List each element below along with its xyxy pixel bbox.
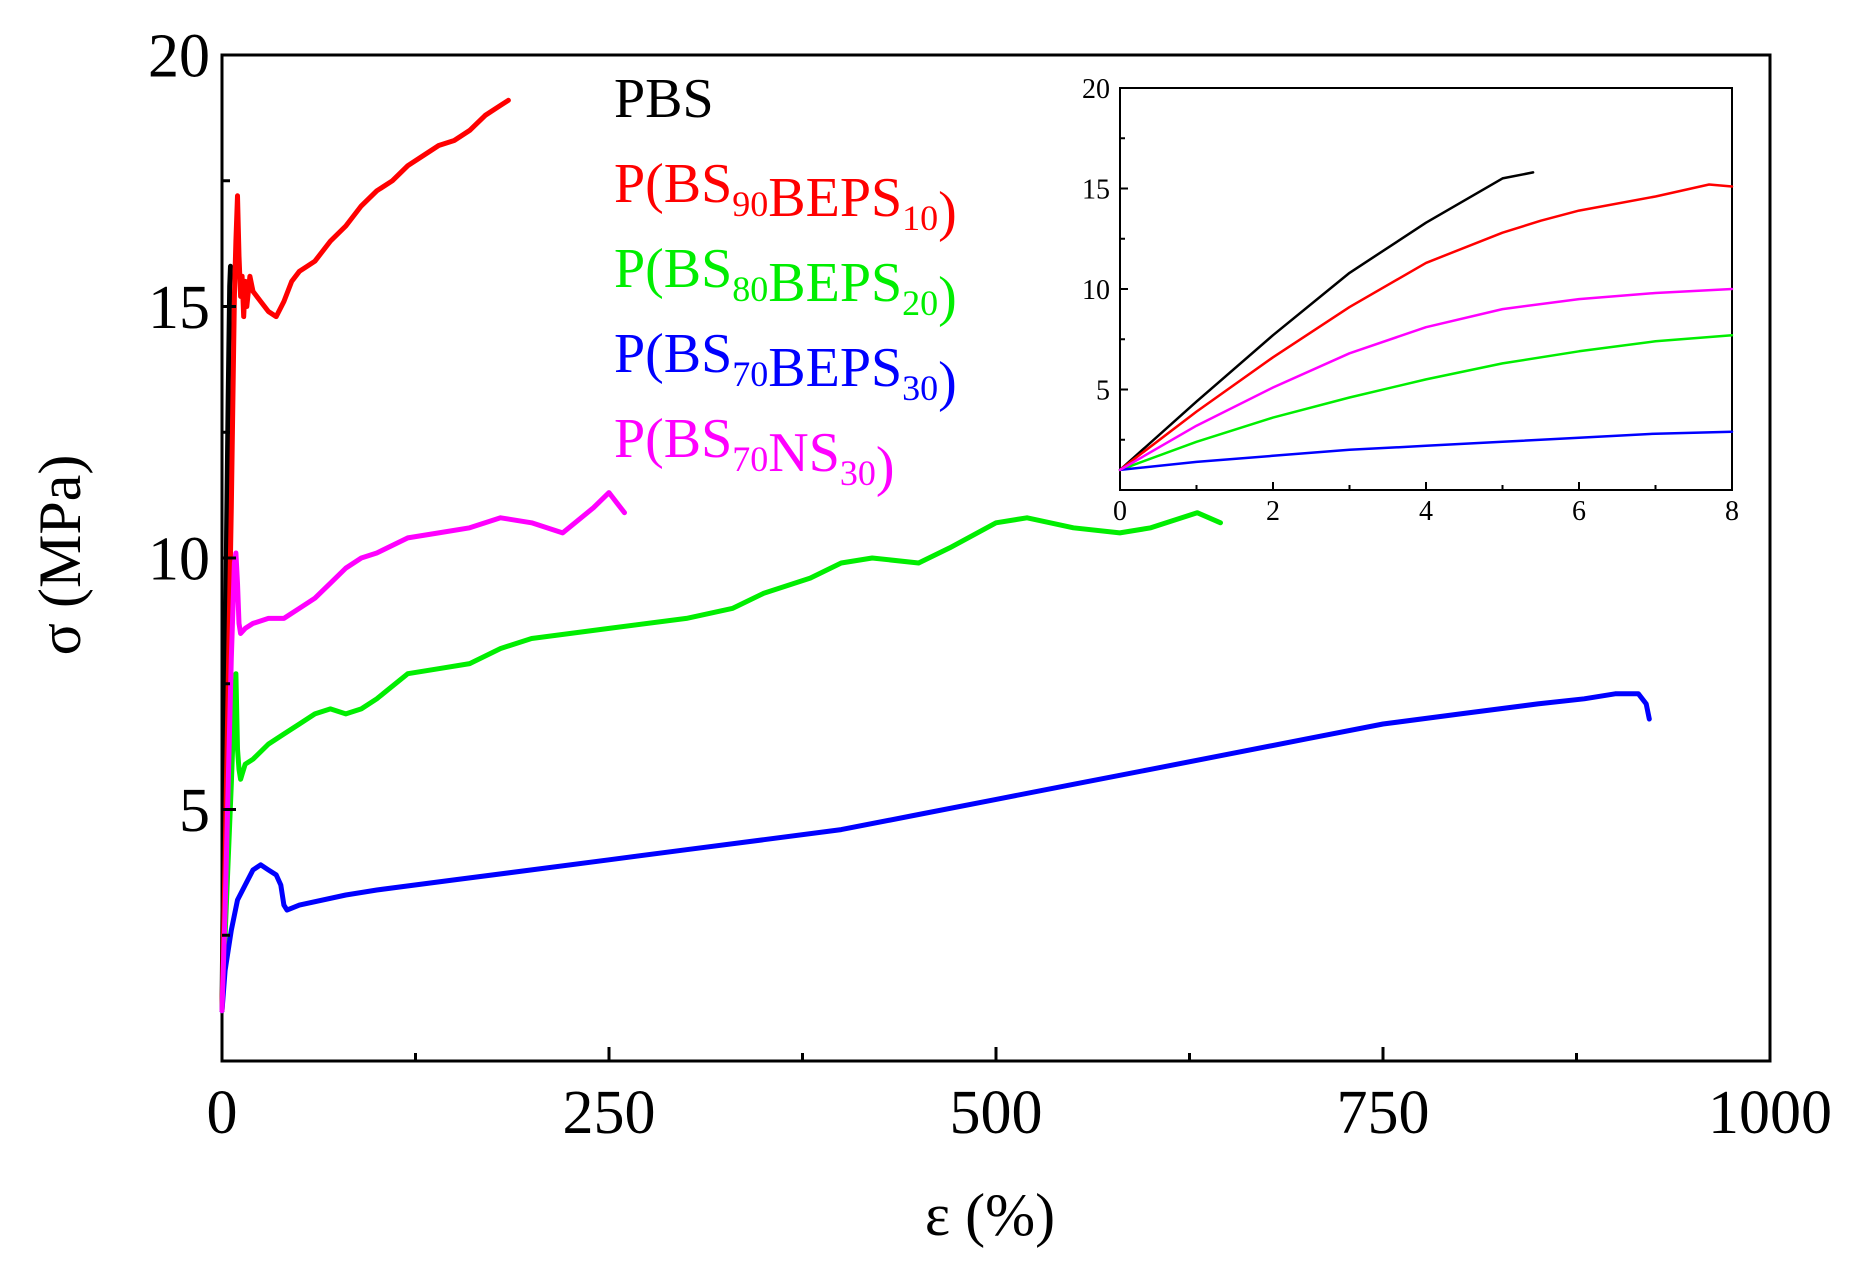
- legend-entry-1: P(BS90BEPS10): [614, 153, 957, 243]
- main-x-tick-label: 1000: [1708, 1079, 1832, 1147]
- inset-axes-group: 0 2 4 6 8 5 10 15 20: [1082, 74, 1739, 527]
- legend-subscript: 30: [840, 453, 876, 493]
- inset-x-tick-label: 0: [1113, 496, 1127, 527]
- main-x-tick-label: 250: [563, 1079, 656, 1147]
- main-series-line-4: [219, 490, 627, 1014]
- main-y-tick-label: 20: [148, 23, 210, 91]
- x-axis-label: ε (%): [925, 1182, 1055, 1248]
- main-x-tick-label: 750: [1337, 1079, 1430, 1147]
- inset-series-line-0: [1118, 171, 1535, 472]
- inset-series-line-3: [1118, 430, 1734, 472]
- inset-y-tick-label: 15: [1082, 174, 1110, 205]
- main-x-tick-label: 0: [207, 1079, 238, 1147]
- legend-text: BEPS: [768, 252, 902, 314]
- legend-text: PBS: [614, 68, 714, 130]
- legend-text: ): [938, 351, 957, 413]
- inset-x-tick-label: 8: [1725, 496, 1739, 527]
- legend-subscript: 30: [902, 368, 938, 408]
- main-x-tick-label: 500: [950, 1079, 1043, 1147]
- legend-entry-0: PBS: [614, 68, 714, 130]
- inset-y-tick-label: 20: [1082, 74, 1110, 105]
- inset-y-tick-label: 5: [1096, 375, 1110, 406]
- legend-entry-3: P(BS70BEPS30): [614, 323, 957, 413]
- inset-frame: [1119, 87, 1733, 491]
- legend-text: P(BS: [614, 323, 732, 385]
- main-series-line-3: [219, 691, 1652, 1014]
- inset-x-tick-label: 2: [1266, 496, 1280, 527]
- legend: PBSP(BS90BEPS10)P(BS80BEPS20)P(BS70BEPS3…: [614, 68, 957, 498]
- main-series-line-2: [219, 510, 1223, 1014]
- main-series-line-1: [219, 97, 511, 1014]
- inset-series-line-2: [1118, 333, 1734, 472]
- legend-text: NS: [768, 422, 840, 484]
- legend-subscript: 80: [732, 269, 768, 309]
- inset-plot-frame: [1119, 87, 1733, 491]
- legend-text: P(BS: [614, 238, 732, 300]
- main-y-tick-label: 5: [179, 777, 210, 845]
- legend-text: ): [876, 436, 895, 498]
- legend-text: P(BS: [614, 408, 732, 470]
- main-plot-frame: [220, 53, 1772, 1063]
- inset-y-tick-label: 10: [1082, 275, 1110, 306]
- main-y-tick-label: 10: [148, 526, 210, 594]
- inset-series-line-1: [1118, 183, 1734, 472]
- legend-text: BEPS: [768, 337, 902, 399]
- legend-subscript: 20: [902, 283, 938, 323]
- inset-series-line-4: [1118, 287, 1734, 472]
- inset-x-tick-label: 6: [1572, 496, 1586, 527]
- legend-subscript: 70: [732, 354, 768, 394]
- inset-plot: 0 2 4 6 8 5 10 15 20: [1082, 74, 1739, 527]
- inset-x-tick-label: 4: [1419, 496, 1433, 527]
- main-y-tick-label: 15: [148, 274, 210, 342]
- legend-text: ): [938, 266, 957, 328]
- legend-subscript: 70: [732, 439, 768, 479]
- inset-series-group: [1118, 171, 1734, 472]
- y-axis-label: σ (MPa): [27, 455, 93, 656]
- legend-text: ): [938, 181, 957, 243]
- legend-entry-4: P(BS70NS30): [614, 408, 895, 498]
- legend-entry-2: P(BS80BEPS20): [614, 238, 957, 328]
- legend-subscript: 90: [732, 184, 768, 224]
- main-series-group: [219, 97, 1652, 1014]
- main-frame: [220, 53, 1772, 1063]
- legend-text: BEPS: [768, 167, 902, 229]
- legend-subscript: 10: [902, 198, 938, 238]
- legend-text: P(BS: [614, 153, 732, 215]
